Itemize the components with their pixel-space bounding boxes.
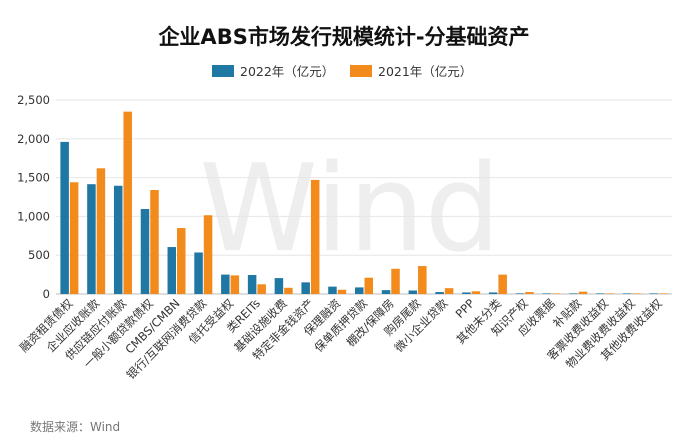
bar-2022: [87, 184, 96, 294]
bar-2021: [364, 277, 373, 294]
bar-2021: [123, 111, 132, 294]
chart-title: 企业ABS市场发行规模统计-分基础资产: [157, 25, 529, 49]
bar-2021: [310, 179, 320, 294]
bar-2021: [444, 288, 454, 294]
bar-2021: [632, 293, 641, 294]
bar-2021: [150, 190, 159, 294]
bar-2021: [257, 284, 266, 294]
legend-label: 2022年（亿元）: [240, 64, 334, 79]
bar-2022: [194, 252, 203, 294]
bar-2021: [284, 287, 293, 294]
bar-2022: [328, 286, 337, 294]
bar-2021: [230, 275, 240, 294]
bar-2021: [498, 274, 507, 294]
bar-2021: [391, 268, 400, 294]
legend: 2022年（亿元） 2021年（亿元）: [212, 64, 472, 79]
source-note: 数据来源：Wind: [30, 419, 120, 434]
legend-label: 2021年（亿元）: [378, 64, 472, 79]
y-tick-label: 1,500: [17, 171, 50, 185]
bar-2021: [471, 291, 481, 294]
bar-2022: [113, 185, 123, 294]
bar-2022: [622, 293, 632, 294]
bar-2022: [140, 209, 150, 294]
bar-2021: [69, 182, 79, 294]
bar-2022: [488, 292, 498, 294]
legend-swatch: [212, 65, 234, 77]
bar-2022: [247, 274, 257, 294]
watermark: Wind: [199, 140, 501, 279]
bar-2022: [462, 292, 471, 294]
bar-2022: [515, 293, 525, 294]
bar-2022: [301, 282, 310, 294]
bar-2022: [408, 290, 418, 294]
bar-2021: [605, 293, 615, 294]
y-tick-label: 1,000: [17, 209, 50, 223]
y-axis: 0 500 1,000 1,500 2,000 2,500: [17, 93, 50, 301]
x-axis: 融资租赁债权企业应收账款供应链应付账款一般小额贷款债权CMBS/CMBN银行/互…: [17, 296, 665, 382]
bar-2022: [60, 141, 69, 294]
bar-2022: [355, 287, 364, 294]
bar-2021: [551, 293, 561, 294]
bar-2021: [578, 291, 588, 294]
bar-2021: [337, 289, 347, 294]
bar-2021: [203, 215, 213, 294]
bar-2022: [542, 293, 551, 294]
y-tick-label: 0: [43, 287, 50, 301]
bar-2021: [96, 168, 106, 294]
bar-2021: [659, 293, 668, 294]
y-tick-label: 2,000: [17, 132, 50, 146]
bar-2022: [274, 278, 284, 294]
y-tick-label: 500: [28, 248, 50, 262]
bars: [60, 111, 668, 294]
bar-2022: [596, 293, 605, 294]
bar-2022: [167, 247, 177, 294]
y-tick-label: 2,500: [17, 93, 50, 107]
bar-2022: [569, 293, 578, 294]
bar-2022: [221, 274, 230, 294]
bar-2022: [649, 293, 659, 294]
legend-swatch: [350, 65, 372, 77]
bar-2021: [525, 292, 534, 294]
bar-2022: [435, 292, 444, 294]
bar-2021: [418, 266, 427, 294]
bar-2021: [177, 228, 186, 294]
bar-2022: [381, 290, 391, 294]
